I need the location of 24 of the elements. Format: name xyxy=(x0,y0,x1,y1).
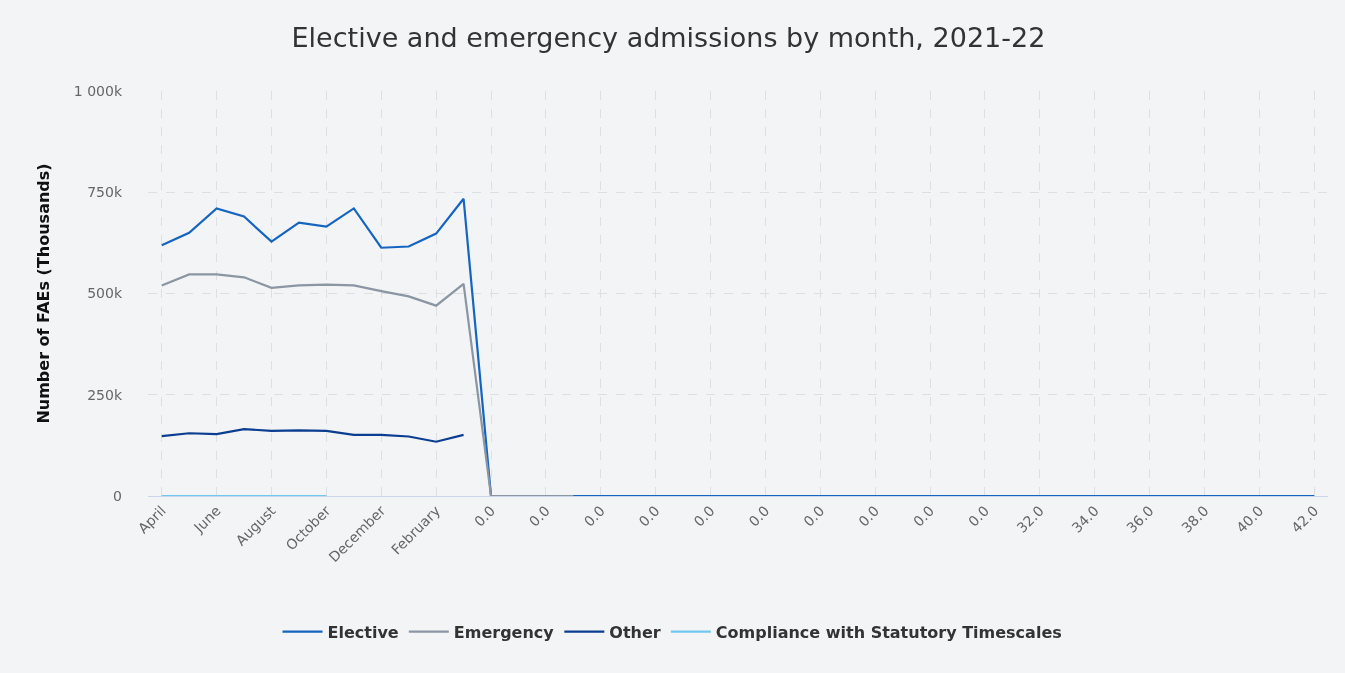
chart-title: Elective and emergency admissions by month, 2021-22 xyxy=(291,22,1046,54)
x-tick-label: 0.0 xyxy=(635,502,663,530)
y-tick-label: 500k xyxy=(87,285,123,302)
legend-label: Other xyxy=(609,622,661,642)
line-series xyxy=(160,428,465,443)
y-tick-label: 0 xyxy=(113,487,122,504)
x-tick-label: 0.0 xyxy=(690,502,718,530)
x-tick-label: 0.0 xyxy=(800,502,828,530)
y-tick-label: 750k xyxy=(87,184,123,201)
y-axis-title: Number of FAEs (Thousands) xyxy=(33,163,53,424)
legend-label: Emergency xyxy=(453,622,555,642)
legend-label: Compliance with Statutory Timescales xyxy=(715,622,1062,642)
y-tick-label: 1 000k xyxy=(73,82,123,99)
x-tick-label: 0.0 xyxy=(525,502,553,530)
x-tick-label: 0.0 xyxy=(471,502,499,530)
line-series xyxy=(160,197,1316,496)
x-tick-label: 0.0 xyxy=(745,502,773,530)
legend-label: Elective xyxy=(327,622,399,642)
line-series xyxy=(160,273,575,496)
x-tick-label: 0.0 xyxy=(580,502,608,530)
x-tick-label: 0.0 xyxy=(964,502,993,530)
y-tick-label: 250k xyxy=(87,386,123,403)
x-tick-label: 0.0 xyxy=(910,502,938,530)
x-tick-label: 0.0 xyxy=(855,502,883,530)
